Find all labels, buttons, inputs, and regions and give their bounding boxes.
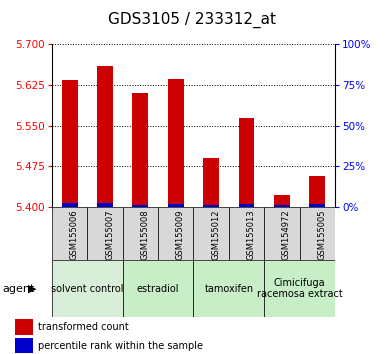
Bar xyxy=(52,207,87,260)
Bar xyxy=(97,66,113,207)
Text: GSM155008: GSM155008 xyxy=(141,210,149,261)
Bar xyxy=(62,80,78,207)
Text: solvent control: solvent control xyxy=(51,284,124,293)
Text: GSM154972: GSM154972 xyxy=(282,210,291,261)
Bar xyxy=(15,338,33,353)
Bar xyxy=(264,260,335,317)
Bar xyxy=(193,207,229,260)
Bar xyxy=(274,195,290,207)
Bar xyxy=(52,260,123,317)
Bar xyxy=(239,204,254,207)
Text: GSM155009: GSM155009 xyxy=(176,210,185,260)
Bar xyxy=(132,205,148,207)
Text: GSM155005: GSM155005 xyxy=(317,210,326,260)
Bar xyxy=(15,319,33,335)
Text: percentile rank within the sample: percentile rank within the sample xyxy=(38,341,204,351)
Text: transformed count: transformed count xyxy=(38,322,129,332)
Bar xyxy=(203,158,219,207)
Text: estradiol: estradiol xyxy=(137,284,179,293)
Bar xyxy=(158,207,193,260)
Text: agent: agent xyxy=(2,284,34,293)
Bar xyxy=(229,207,264,260)
Bar xyxy=(132,93,148,207)
Bar xyxy=(123,207,158,260)
Bar xyxy=(300,207,335,260)
Bar xyxy=(193,260,264,317)
Text: GSM155013: GSM155013 xyxy=(246,210,256,261)
Bar xyxy=(309,204,325,207)
Text: Cimicifuga
racemosa extract: Cimicifuga racemosa extract xyxy=(257,278,342,299)
Bar xyxy=(274,205,290,207)
Text: tamoxifen: tamoxifen xyxy=(204,284,253,293)
Bar xyxy=(97,203,113,207)
Bar xyxy=(168,204,184,207)
Bar xyxy=(87,207,123,260)
Text: GSM155012: GSM155012 xyxy=(211,210,220,260)
Text: GSM155007: GSM155007 xyxy=(105,210,114,261)
Bar xyxy=(239,118,254,207)
Bar xyxy=(264,207,300,260)
Text: GSM155006: GSM155006 xyxy=(70,210,79,261)
Bar xyxy=(123,260,193,317)
Text: ▶: ▶ xyxy=(28,284,36,293)
Bar xyxy=(62,203,78,207)
Text: GDS3105 / 233312_at: GDS3105 / 233312_at xyxy=(109,11,276,28)
Bar xyxy=(168,79,184,207)
Bar xyxy=(309,176,325,207)
Bar xyxy=(203,205,219,207)
